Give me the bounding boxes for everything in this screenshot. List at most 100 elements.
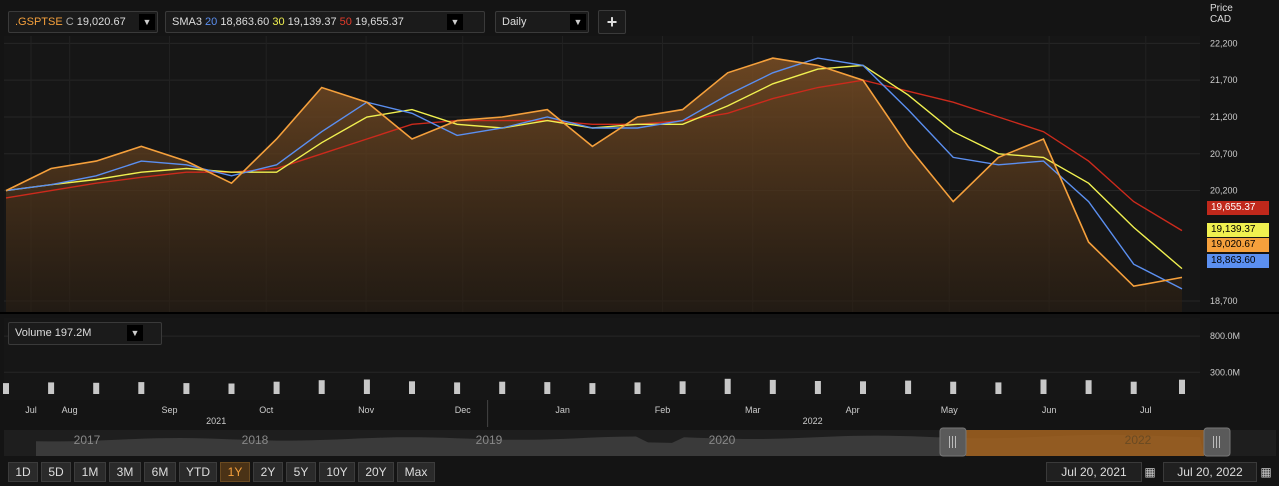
- timeframe-1m-button[interactable]: 1M: [74, 462, 106, 482]
- month-tick-label: Apr: [846, 405, 860, 415]
- volume-bar: [228, 383, 235, 394]
- price-axis-title: Price CAD: [1210, 3, 1233, 25]
- volume-bar: [1130, 381, 1137, 394]
- price-tick-label: 22,200: [1210, 38, 1238, 48]
- navigator-years: 2017 2018 2019 2020 2022: [74, 433, 1152, 447]
- sma50-line: [5, 79, 1183, 232]
- sma20-badge: 18,863.60: [1207, 254, 1269, 268]
- sma30-value: 19,139.37: [287, 16, 337, 28]
- navigator-selection[interactable]: [966, 430, 1204, 456]
- add-symbol-button[interactable]: +: [598, 10, 626, 34]
- navigator-year-label: 2019: [476, 433, 503, 447]
- timeframe-6m-button[interactable]: 6M: [144, 462, 176, 482]
- month-tick-label: Jul: [1140, 405, 1152, 415]
- timeframe-5d-button[interactable]: 5D: [41, 462, 71, 482]
- month-tick-label: Feb: [655, 405, 671, 415]
- calendar-icon[interactable]: ▦: [1144, 465, 1156, 479]
- volume-bar: [183, 383, 190, 394]
- plus-icon: +: [606, 12, 618, 32]
- volume-bar: [589, 383, 596, 394]
- timeframe-1d-button[interactable]: 1D: [8, 462, 38, 482]
- sma20-value: 18,863.60: [220, 16, 270, 28]
- timeframe-3m-button[interactable]: 3M: [109, 462, 141, 482]
- volume-bar: [1179, 379, 1185, 394]
- month-tick-label: Mar: [745, 405, 761, 415]
- volume-selector[interactable]: Volume 197.2M ▼: [8, 322, 162, 345]
- year-tick-label: 2021: [206, 416, 226, 426]
- price-area: [6, 58, 1182, 312]
- interval-selector[interactable]: Daily ▼: [495, 11, 589, 33]
- price-tick-label: 21,700: [1210, 75, 1238, 85]
- date-from-field[interactable]: Jul 20, 2021: [1046, 462, 1142, 482]
- volume-axis: 800.0M 300.0M: [4, 331, 1240, 377]
- volume-bar: [769, 379, 776, 394]
- timeframe-max-button[interactable]: Max: [397, 462, 435, 482]
- volume-bar: [138, 382, 145, 394]
- close-prefix: C: [65, 16, 74, 28]
- month-tick-label: Oct: [259, 405, 274, 415]
- price-axis: 22,200 21,700 21,200 20,700 20,200 18,700: [1210, 38, 1238, 306]
- sma-label: SMA3: [172, 16, 202, 28]
- volume-bar: [499, 381, 506, 394]
- date-to-field[interactable]: Jul 20, 2022: [1163, 462, 1257, 482]
- volume-bar: [995, 382, 1002, 394]
- sma20-period: 20: [205, 16, 218, 28]
- sma30-period: 30: [272, 16, 285, 28]
- volume-value: 197.2M: [54, 327, 92, 339]
- month-tick-label: Jul: [25, 405, 37, 415]
- chevron-down-icon[interactable]: ▼: [139, 14, 155, 30]
- timeframe-ytd-button[interactable]: YTD: [179, 462, 217, 482]
- series-lines: [5, 57, 1183, 290]
- price-tick-label: 21,200: [1210, 112, 1238, 122]
- timeframe-5y-button[interactable]: 5Y: [286, 462, 316, 482]
- volume-bar: [814, 381, 821, 394]
- price-line: [5, 57, 1183, 288]
- chevron-down-icon[interactable]: ▼: [127, 325, 143, 341]
- volume-bar: [454, 382, 461, 394]
- symbol-name: .GSPTSE: [15, 16, 63, 28]
- volume-bar: [950, 381, 957, 394]
- volume-bar: [1085, 380, 1092, 394]
- navigator-year-label: 2022: [1125, 433, 1152, 447]
- volume-bar: [544, 382, 551, 394]
- volume-bar: [724, 378, 731, 394]
- navigator-year-label: 2020: [709, 433, 736, 447]
- chevron-down-icon[interactable]: ▼: [447, 14, 463, 30]
- navigator-area: [36, 434, 1204, 456]
- volume-label: Volume: [15, 327, 52, 339]
- price-tick-label: 18,700: [1210, 296, 1238, 306]
- sma50-value: 19,655.37: [354, 16, 404, 28]
- chevron-down-icon[interactable]: ▼: [570, 14, 586, 30]
- month-tick-label: Jan: [555, 405, 570, 415]
- month-tick-label: Jun: [1042, 405, 1057, 415]
- year-tick-label: 2022: [803, 416, 823, 426]
- sma50-badge: 19,655.37: [1207, 201, 1269, 215]
- month-tick-label: May: [941, 405, 959, 415]
- month-tick-label: Aug: [62, 405, 78, 415]
- navigator-year-label: 2017: [74, 433, 101, 447]
- month-tick-label: Nov: [358, 405, 375, 415]
- sma30-badge: 19,139.37: [1207, 223, 1269, 237]
- timeframe-2y-button[interactable]: 2Y: [253, 462, 283, 482]
- currency-label: CAD: [1210, 14, 1232, 25]
- volume-bar: [273, 381, 280, 394]
- month-tick-label: Dec: [455, 405, 472, 415]
- timeframe-1y-button[interactable]: 1Y: [220, 462, 250, 482]
- symbol-selector[interactable]: .GSPTSE C 19,020.67 ▼: [8, 11, 158, 33]
- volume-bar: [48, 382, 55, 394]
- indicator-selector[interactable]: SMA3 20 18,863.60 30 19,139.37 50 19,655…: [165, 11, 485, 33]
- volume-bar: [905, 380, 912, 394]
- volume-bar: [409, 381, 415, 394]
- timeframe-10y-button[interactable]: 10Y: [319, 462, 355, 482]
- interval-value: Daily: [502, 16, 527, 28]
- calendar-icon[interactable]: ▦: [1260, 465, 1272, 479]
- price-tick-label: 20,200: [1210, 186, 1238, 196]
- volume-bars: [3, 378, 1185, 394]
- volume-bar: [860, 381, 866, 394]
- volume-tick-label: 300.0M: [1210, 367, 1240, 377]
- handle-grip-icon: [949, 436, 1220, 448]
- timeframe-20y-button[interactable]: 20Y: [358, 462, 394, 482]
- volume-bar: [1040, 379, 1047, 394]
- price-tick-label: 20,700: [1210, 149, 1238, 159]
